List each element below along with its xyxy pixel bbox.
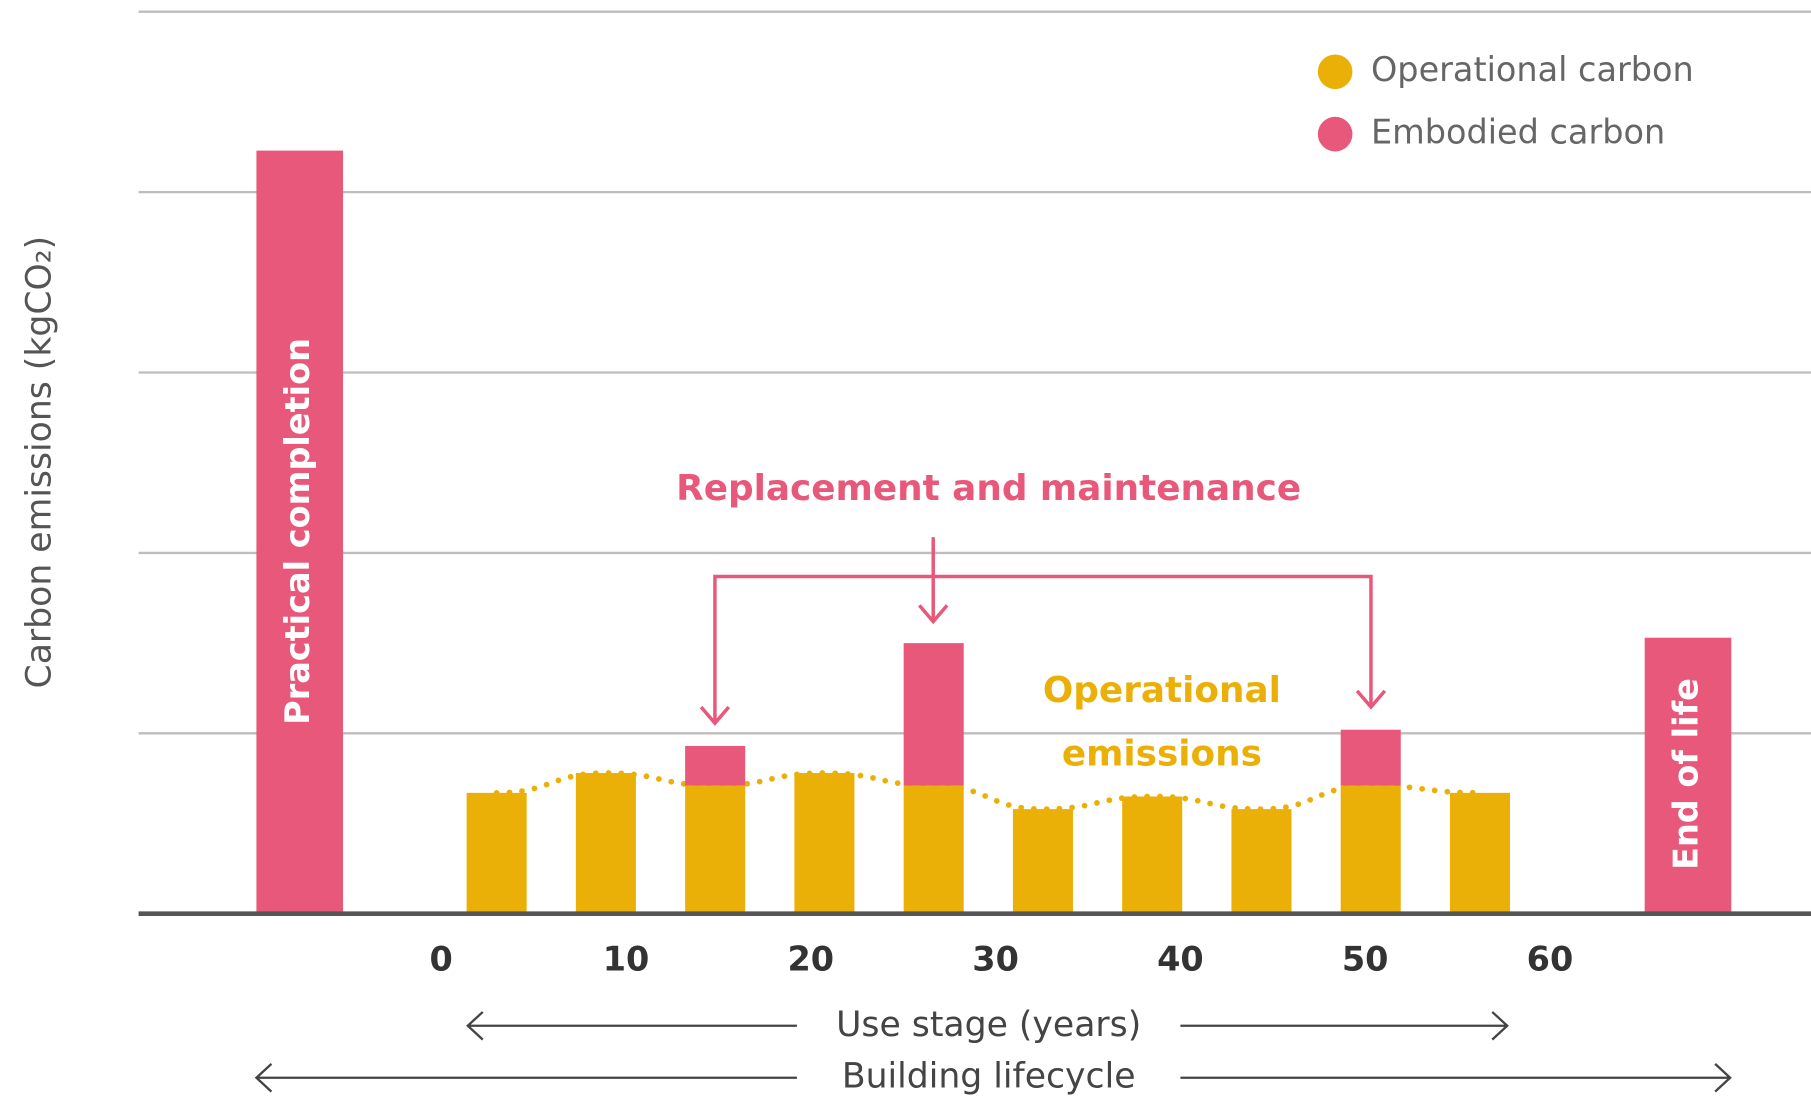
x-tick-label: 60 [1527, 940, 1574, 979]
bar-segment [794, 773, 855, 914]
bar-segment [1449, 792, 1511, 914]
bar-segment [466, 792, 527, 914]
bar-segment [903, 643, 964, 786]
y-axis-label: Carbon emissions (kgCO₂) [19, 236, 59, 689]
bar-segment [1231, 809, 1292, 914]
lifecycle-label: Building lifecycle [842, 1057, 1136, 1097]
x-tick-label: 0 [430, 940, 453, 979]
legend-marker [1317, 116, 1353, 152]
legend-label: Operational carbon [1371, 50, 1694, 89]
trend-line [493, 770, 1483, 812]
bar-segment [1340, 729, 1401, 786]
bar-segment [685, 745, 746, 786]
bar-segment [1122, 796, 1183, 914]
range-arrows [254, 1011, 1732, 1093]
legend-label: Embodied carbon [1371, 113, 1665, 152]
bar-segment [1012, 809, 1073, 914]
x-tick-label: 40 [1157, 940, 1204, 979]
plot: Practical completion End of life 0 10 20 30 40… [138, 50, 1811, 979]
callout-arrows [699, 537, 1387, 726]
bar-segment [1644, 637, 1732, 914]
annotation: Operational [1043, 670, 1281, 711]
bar-segment [903, 785, 964, 914]
x-tick-label: 30 [972, 940, 1019, 979]
bar-segment [575, 773, 636, 914]
legend-marker [1317, 54, 1353, 90]
x-tick-label: 20 [787, 940, 834, 979]
annotation: emissions [1062, 734, 1262, 775]
x-axis-label: Use stage (years) [836, 1005, 1141, 1045]
annotation: Replacement and maintenance [676, 468, 1301, 509]
x-tick-label: 50 [1342, 940, 1389, 979]
bar-segment [685, 785, 746, 914]
bar-label: Practical completion [278, 338, 317, 725]
bar-label: End of life [1666, 678, 1705, 870]
x-tick-label: 10 [603, 940, 650, 979]
bar-segment [256, 150, 344, 914]
bar-segment [1340, 785, 1401, 914]
